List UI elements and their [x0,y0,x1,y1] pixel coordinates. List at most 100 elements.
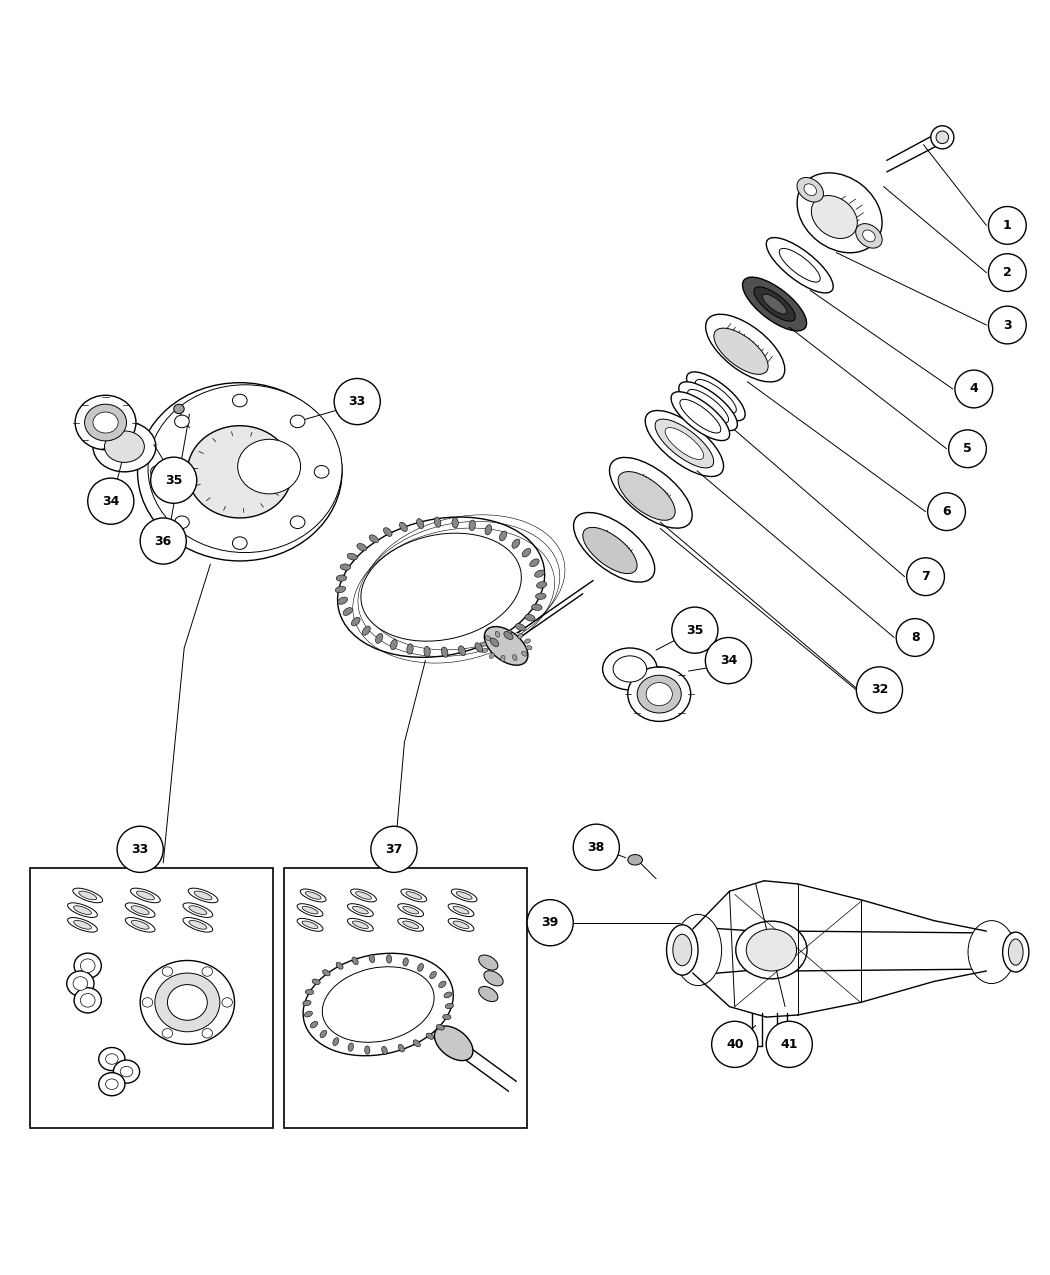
Ellipse shape [189,905,207,914]
Ellipse shape [232,394,247,407]
Ellipse shape [779,249,820,282]
Ellipse shape [406,644,414,654]
Ellipse shape [583,528,637,574]
Ellipse shape [500,530,507,541]
Circle shape [150,458,196,504]
Ellipse shape [314,465,329,478]
Ellipse shape [75,954,102,978]
Ellipse shape [398,918,423,931]
Ellipse shape [99,1048,125,1071]
Ellipse shape [338,597,348,604]
Ellipse shape [130,889,161,903]
Ellipse shape [300,889,327,901]
Ellipse shape [512,654,517,660]
Ellipse shape [435,518,441,528]
Polygon shape [693,927,756,975]
Circle shape [706,638,752,683]
Ellipse shape [174,516,189,529]
Ellipse shape [678,381,737,431]
Ellipse shape [302,921,318,928]
Ellipse shape [475,643,483,652]
Ellipse shape [714,328,769,375]
Ellipse shape [138,382,342,561]
Circle shape [88,478,133,524]
Circle shape [140,518,186,564]
Text: 4: 4 [969,382,979,395]
Ellipse shape [106,1079,119,1089]
Ellipse shape [105,431,144,463]
Ellipse shape [441,646,448,658]
Ellipse shape [202,1029,212,1038]
Ellipse shape [435,1026,472,1061]
Bar [30,868,273,1128]
Ellipse shape [628,667,691,722]
Text: 8: 8 [910,631,920,644]
Ellipse shape [646,682,672,705]
Ellipse shape [85,404,127,441]
Ellipse shape [856,223,882,249]
Ellipse shape [489,653,495,659]
Ellipse shape [603,648,657,690]
Ellipse shape [79,891,97,900]
Ellipse shape [306,989,314,994]
Circle shape [527,900,573,946]
Ellipse shape [183,918,213,932]
Text: 3: 3 [1003,319,1011,332]
Circle shape [927,493,965,530]
Ellipse shape [202,966,212,977]
Circle shape [672,607,718,653]
Circle shape [857,667,903,713]
Text: 2: 2 [1003,266,1012,279]
Ellipse shape [936,131,948,144]
Ellipse shape [67,903,98,918]
Ellipse shape [174,416,189,427]
Ellipse shape [67,918,98,932]
Ellipse shape [445,1003,454,1009]
Ellipse shape [417,519,424,529]
Ellipse shape [444,992,452,998]
Ellipse shape [426,1033,434,1039]
Ellipse shape [311,1021,318,1028]
Ellipse shape [386,955,392,963]
Ellipse shape [303,954,454,1056]
Ellipse shape [479,987,498,1002]
Ellipse shape [454,921,469,928]
Ellipse shape [290,516,304,529]
Ellipse shape [536,593,546,599]
Ellipse shape [67,972,94,996]
Text: 33: 33 [349,395,365,408]
Ellipse shape [364,1046,370,1054]
Ellipse shape [352,617,360,626]
Ellipse shape [452,889,477,901]
Ellipse shape [674,914,721,986]
Ellipse shape [573,513,655,583]
Ellipse shape [142,998,152,1007]
Text: 37: 37 [385,843,402,856]
Ellipse shape [337,518,545,658]
Circle shape [371,826,417,872]
Ellipse shape [99,1072,125,1095]
Ellipse shape [370,534,378,543]
Ellipse shape [398,904,423,917]
Ellipse shape [671,391,730,441]
Ellipse shape [72,889,103,903]
Circle shape [907,557,944,595]
Ellipse shape [637,676,681,713]
Ellipse shape [646,411,723,477]
Circle shape [948,430,986,468]
Circle shape [573,824,620,871]
Ellipse shape [93,412,119,434]
Text: 6: 6 [942,505,951,518]
Ellipse shape [349,1043,354,1052]
Ellipse shape [512,539,520,548]
Text: 5: 5 [963,442,972,455]
Ellipse shape [348,918,374,931]
Text: 1: 1 [1003,219,1012,232]
Ellipse shape [290,416,304,427]
Ellipse shape [398,1044,404,1052]
Ellipse shape [333,1038,339,1046]
Ellipse shape [525,615,536,621]
Circle shape [766,1021,813,1067]
Ellipse shape [188,889,218,903]
Ellipse shape [81,959,96,973]
